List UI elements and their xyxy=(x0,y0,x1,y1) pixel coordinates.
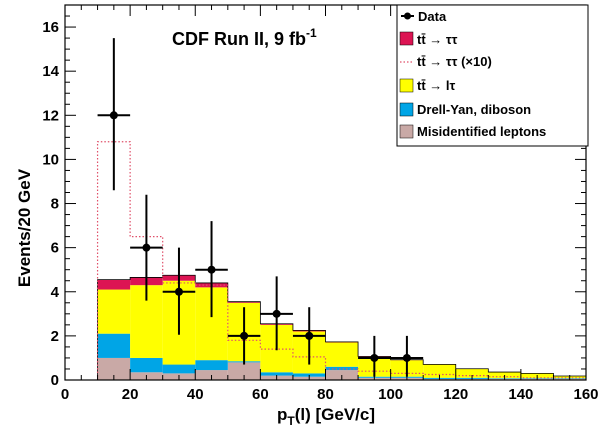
stack-bar-0-4 xyxy=(227,362,261,380)
y-tick-label-12: 12 xyxy=(42,107,59,124)
data-point-4 xyxy=(240,331,249,340)
stack-bar-2-7 xyxy=(325,342,359,367)
legend: Data tt̄ → ττ tt̄ → ττ (×10) tt̄ → lτ Dr… xyxy=(396,4,589,147)
stack-bar-1-7 xyxy=(325,366,359,371)
legend-tt-tautau-x10-label: tt̄ → ττ (×10) xyxy=(417,54,492,69)
y-tick-label-10: 10 xyxy=(42,151,59,168)
legend-misid-label: Misidentified leptons xyxy=(417,124,546,139)
y-tick-label-4: 4 xyxy=(51,284,60,301)
stack-bar-1-0 xyxy=(97,333,131,358)
legend-misid-swatch xyxy=(399,124,414,139)
stack-outline xyxy=(97,274,587,380)
stack-bar-2-10 xyxy=(423,364,456,378)
legend-dy-label: Drell-Yan, diboson xyxy=(417,102,531,117)
x-axis-title: pT(l) [GeV/c] xyxy=(277,405,375,428)
stack-bar-1-3 xyxy=(195,360,228,371)
y-tick-label-16: 16 xyxy=(42,19,59,36)
y-tick-label-0: 0 xyxy=(51,372,59,389)
legend-data-marker xyxy=(404,12,411,20)
legend-tt-ltau-swatch xyxy=(399,78,414,93)
legend-tt-tautau-label: tt̄ → ττ xyxy=(417,32,458,47)
x-tick-label-60: 60 xyxy=(252,386,269,403)
stack-bar-2-0 xyxy=(97,289,131,334)
data-points xyxy=(97,38,424,377)
x-tick-label-40: 40 xyxy=(187,386,204,403)
data-point-3 xyxy=(207,265,216,274)
data-point-1 xyxy=(142,243,151,252)
legend-box xyxy=(396,4,589,147)
legend-dy-swatch xyxy=(399,102,414,117)
legend-tt-tautau-swatch xyxy=(399,31,414,46)
axis-ticks: 0 20 40 60 80 100 120 140 160 0 2 4 6 8 10 12 14 16 xyxy=(42,4,599,403)
y-tick-label-8: 8 xyxy=(51,196,59,213)
x-tick-label-0: 0 xyxy=(61,386,69,403)
x-tick-label-80: 80 xyxy=(317,386,334,403)
data-point-0 xyxy=(109,111,118,120)
x-tick-label-120: 120 xyxy=(443,386,468,403)
x-tick-label-100: 100 xyxy=(378,386,403,403)
stack-bar-1-2 xyxy=(162,364,196,374)
x-tick-label-20: 20 xyxy=(122,386,139,403)
data-point-5 xyxy=(272,309,281,318)
stack-bar-2-11 xyxy=(455,368,489,378)
y-tick-label-6: 6 xyxy=(51,240,59,257)
data-point-2 xyxy=(174,287,183,296)
stack-bar-1-1 xyxy=(130,357,163,373)
x-tick-label-140: 140 xyxy=(508,386,533,403)
stack-bar-1-5 xyxy=(260,372,293,376)
y-tick-label-14: 14 xyxy=(42,63,59,80)
stack-bar-3-4 xyxy=(227,301,261,303)
legend-data-label: Data xyxy=(418,9,447,24)
x-tick-label-160: 160 xyxy=(573,386,598,403)
data-point-7 xyxy=(370,353,379,362)
y-axis-title: Events/20 GeV xyxy=(15,168,34,287)
stack-bar-3-0 xyxy=(97,279,131,290)
legend-tt-ltau-label: tt̄ → lτ xyxy=(417,78,455,93)
data-point-8 xyxy=(402,353,411,362)
plot-title: CDF Run II, 9 fb-1 xyxy=(172,26,317,49)
scaled-signal-histogram xyxy=(96,141,586,380)
data-point-6 xyxy=(305,331,314,340)
stack-bar-0-0 xyxy=(97,357,131,380)
scaled-signal-line xyxy=(96,141,586,380)
y-tick-label-2: 2 xyxy=(51,328,59,345)
